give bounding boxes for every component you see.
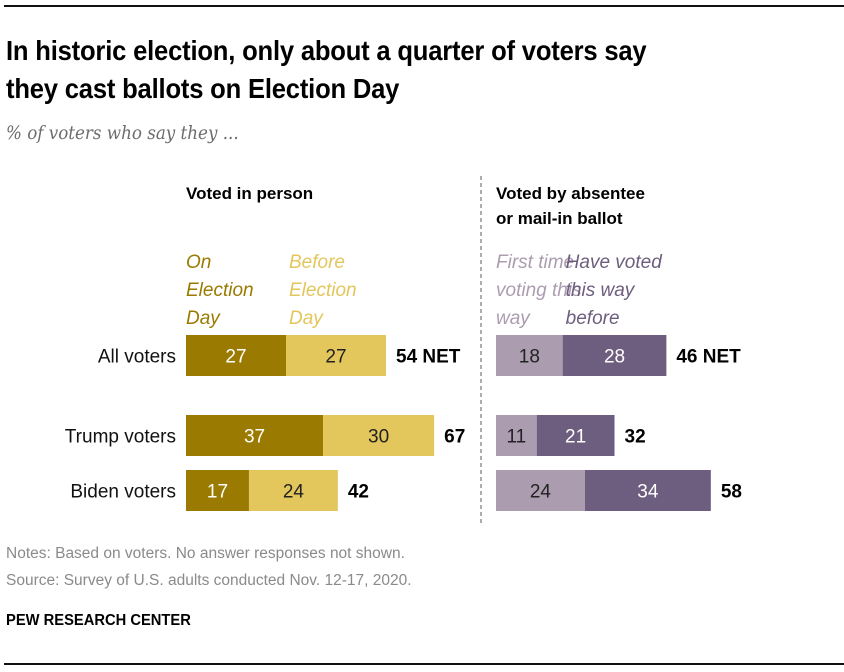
bar-segment: [536, 415, 615, 456]
bar-value-label: 27: [325, 347, 346, 368]
bar-segment: [496, 415, 537, 456]
bar-value-label: 24: [283, 482, 305, 503]
bar-value-label: 11: [507, 427, 527, 448]
panel-heading: Voted by absentee: [496, 184, 645, 203]
total-label: 58: [721, 482, 742, 503]
bar-value-label: 27: [225, 347, 246, 368]
series-legend-label: First time: [496, 252, 574, 273]
total-label: 67: [444, 427, 465, 448]
series-legend-label: Election: [186, 280, 254, 301]
bar-segment: [248, 470, 338, 511]
chart-title-line1: In historic election, only about a quart…: [6, 35, 647, 66]
panel-heading: Voted in person: [186, 184, 313, 203]
series-legend-label: Day: [186, 308, 221, 329]
bar-value-label: 24: [530, 482, 552, 503]
series-legend-label: Before: [289, 252, 345, 273]
bar-value-label: 21: [565, 427, 586, 448]
total-label: 46 NET: [676, 347, 741, 368]
series-legend-label: Election: [289, 280, 357, 301]
bar-segment: [562, 335, 667, 376]
bar-value-label: 37: [244, 427, 265, 448]
series-legend-label: On: [186, 252, 211, 273]
bottom-rule: [4, 663, 844, 665]
bar-value-label: 28: [604, 347, 625, 368]
series-legend-label: before: [566, 308, 620, 329]
bar-segment: [584, 470, 711, 511]
bar-segment: [323, 415, 435, 456]
bar-value-label: 18: [519, 347, 540, 368]
bar-segment: [186, 335, 286, 376]
notes-text: Notes: Based on voters. No answer respon…: [6, 545, 405, 562]
total-label: 32: [625, 427, 646, 448]
source-text: Source: Survey of U.S. adults conducted …: [6, 572, 412, 589]
chart-title: In historic election, only about a quart…: [6, 32, 778, 108]
series-legend-label: this way: [566, 280, 636, 301]
category-label: Trump voters: [65, 427, 176, 448]
total-label: 42: [348, 482, 369, 503]
series-legend-label: Have voted: [566, 252, 664, 273]
total-label: 54 NET: [396, 347, 461, 368]
top-rule: [4, 5, 844, 7]
bar-value-label: 17: [207, 482, 228, 503]
series-legend-label: way: [496, 308, 531, 329]
panel-heading: or mail-in ballot: [496, 209, 623, 228]
brand-label: PEW RESEARCH CENTER: [6, 612, 191, 629]
bar-segment: [186, 470, 249, 511]
chart-subtitle: % of voters who say they ...: [6, 122, 239, 144]
bar-segment: [496, 470, 585, 511]
bar-segment: [496, 335, 563, 376]
chart-title-line2: they cast ballots on Election Day: [6, 73, 400, 104]
series-legend-label: Day: [289, 308, 324, 329]
bar-value-label: 30: [368, 427, 389, 448]
category-label: All voters: [98, 347, 176, 368]
bar-value-label: 34: [637, 482, 659, 503]
series-legend-label: voting this: [496, 280, 582, 301]
bar-segment: [286, 335, 386, 376]
bar-segment: [186, 415, 324, 456]
category-label: Biden voters: [70, 482, 176, 503]
